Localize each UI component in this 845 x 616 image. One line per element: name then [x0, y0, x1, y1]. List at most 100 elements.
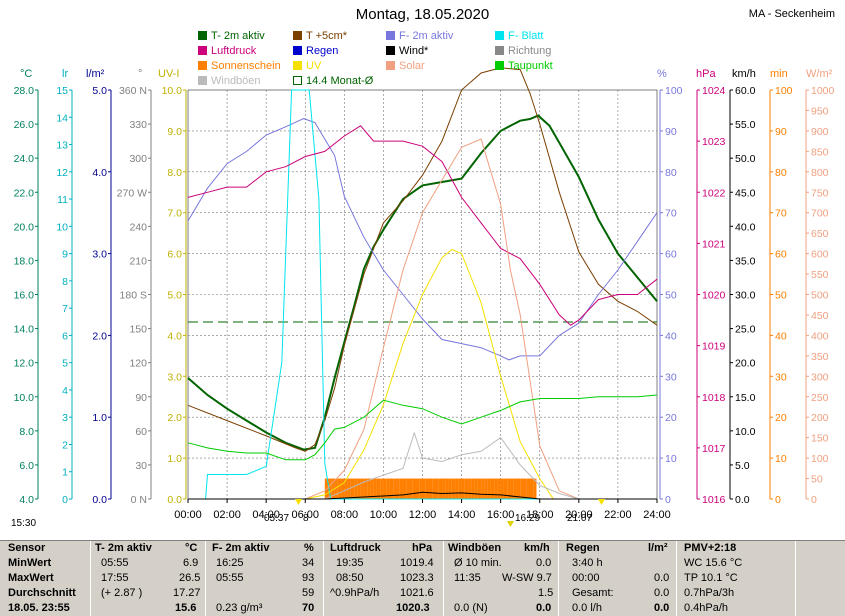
- temp-tick-label: 10.0: [14, 392, 35, 404]
- axis-header-lr: lr: [62, 68, 69, 80]
- legend-item: Sonnenschein: [198, 60, 281, 74]
- legend-swatch: [198, 61, 207, 70]
- sunshine-bar: [494, 478, 498, 499]
- series-line: [188, 431, 657, 500]
- temp-tick-label: 24.0: [14, 153, 35, 165]
- solar-tick-label: 650: [811, 228, 829, 240]
- sunshine-bar: [350, 478, 355, 499]
- sunshine-bar: [328, 478, 332, 499]
- legend-item: Wind*: [386, 45, 428, 59]
- series-line: [188, 248, 657, 500]
- legend-label: Richtung: [508, 45, 552, 57]
- x-tick-label: 08:00: [331, 509, 359, 521]
- legend-item: F- Blatt: [495, 30, 543, 44]
- hum-cell: 34: [302, 557, 315, 569]
- sunshine-bar: [422, 478, 426, 499]
- press-cell: 1020.3: [396, 602, 430, 614]
- dir-tick-label: 270 W: [117, 187, 147, 199]
- axis-header-rain: l/m²: [86, 68, 105, 80]
- solar-tick-label: 150: [811, 433, 829, 445]
- legend-label: 14.4 Monat-Ø: [306, 75, 374, 87]
- rain-tick-label: 1.0: [92, 412, 107, 424]
- legend-swatch: [198, 76, 207, 85]
- temp-cell: 05:55: [101, 557, 129, 569]
- hum-tick-label: 90: [665, 126, 677, 138]
- dir-tick-label: 300: [129, 153, 147, 165]
- hum-cell: 05:55: [216, 572, 244, 584]
- rain-tick-label: 3.0: [92, 249, 107, 261]
- temp-tick-label: 28.0: [14, 85, 35, 97]
- legend-item: T +5cm*: [293, 30, 347, 44]
- hum-tick-label: 60: [665, 249, 677, 261]
- sunshine-bar: [484, 478, 488, 499]
- wind-tick-label: 35.0: [735, 255, 756, 267]
- sunshine-bars: [324, 478, 537, 499]
- solar-tick-label: 800: [811, 167, 829, 179]
- x-tick-label: 06:00: [291, 509, 319, 521]
- press-tick-label: 1019: [702, 341, 726, 353]
- legend-swatch: [495, 46, 504, 55]
- dir-tick-label: 180 S: [120, 290, 147, 302]
- press-cell: 19:35: [336, 557, 364, 569]
- x-tick-label: 16:00: [487, 509, 515, 521]
- sunshine-bar: [341, 478, 345, 499]
- sunshine-bar: [380, 478, 384, 499]
- rain-cell: 0.0: [654, 587, 670, 599]
- sunshine-bar: [357, 478, 361, 499]
- wind-tick-label: 50.0: [735, 153, 756, 165]
- divider: [676, 541, 677, 616]
- solar-tick-label: 50: [811, 474, 823, 486]
- dir-tick-label: 210: [129, 255, 147, 267]
- hum-head: F- 2m aktiv: [212, 542, 270, 554]
- solar-tick-label: 400: [811, 330, 829, 342]
- sunshine-bar: [419, 478, 423, 499]
- lr-tick-label: 15: [56, 85, 68, 97]
- sunshine-bar: [477, 478, 482, 499]
- wind-tick-label: 60.0: [735, 85, 756, 97]
- lr-tick-label: 3: [62, 412, 68, 424]
- rain-tick-label: 2.0: [92, 330, 107, 342]
- uv-tick-label: 5.0: [167, 290, 182, 302]
- wind-tick-label: 10.0: [735, 426, 756, 438]
- uv-tick-label: 1.0: [167, 453, 182, 465]
- sunshine-bar: [487, 478, 491, 499]
- divider: [558, 541, 559, 616]
- sunshine-bar: [455, 478, 459, 499]
- solar-tick-label: 100: [811, 453, 829, 465]
- rain-unit: l/m²: [648, 542, 668, 554]
- press-tick-label: 1022: [702, 187, 726, 199]
- hum-tick-label: 20: [665, 412, 677, 424]
- legend-label: Regen: [306, 45, 339, 57]
- hum-cell: 93: [302, 572, 315, 584]
- temp-tick-label: 20.0: [14, 221, 35, 233]
- legend-label: F- 2m aktiv: [399, 30, 454, 42]
- sunshine-bar: [510, 478, 514, 499]
- x-tick-label: 12:00: [409, 509, 437, 521]
- x-tick-label: 20:00: [565, 509, 593, 521]
- sunrise-value: 8: [303, 513, 309, 524]
- sunshine-bar: [393, 478, 397, 499]
- sunshine-bar: [500, 478, 504, 499]
- uv-tick-label: 7.0: [167, 208, 182, 220]
- uv-tick-label: 3.0: [167, 371, 182, 383]
- legend-label: UV: [306, 60, 322, 72]
- sunshine-bar: [442, 478, 446, 499]
- legend-item: F- 2m aktiv: [386, 30, 453, 44]
- hum-tick-label: 50: [665, 290, 677, 302]
- x-tick-label: 24:00: [643, 509, 671, 521]
- rain-head: Regen: [566, 542, 600, 554]
- lr-tick-label: 13: [56, 140, 68, 152]
- temp-cell: 6.9: [183, 557, 199, 569]
- x-tick-label: 10:00: [370, 509, 398, 521]
- lr-tick-label: 2: [62, 439, 68, 451]
- dir-tick-label: 150: [129, 324, 147, 336]
- pressure-column: Luftdruck hPa 19:35 1019.4 08:50 1023.3 ^0.…: [330, 541, 442, 616]
- hum-cell: 0.23 g/m³: [216, 602, 263, 614]
- solar-tick-label: 300: [811, 371, 829, 383]
- temp-cell: 26.5: [179, 572, 201, 584]
- hum-cell: 59: [302, 587, 315, 599]
- legend-item: 14.4 Monat-Ø: [293, 75, 373, 89]
- sunshine-bar: [425, 478, 430, 499]
- legend-swatch: [293, 31, 302, 40]
- lr-tick-label: 6: [62, 330, 68, 342]
